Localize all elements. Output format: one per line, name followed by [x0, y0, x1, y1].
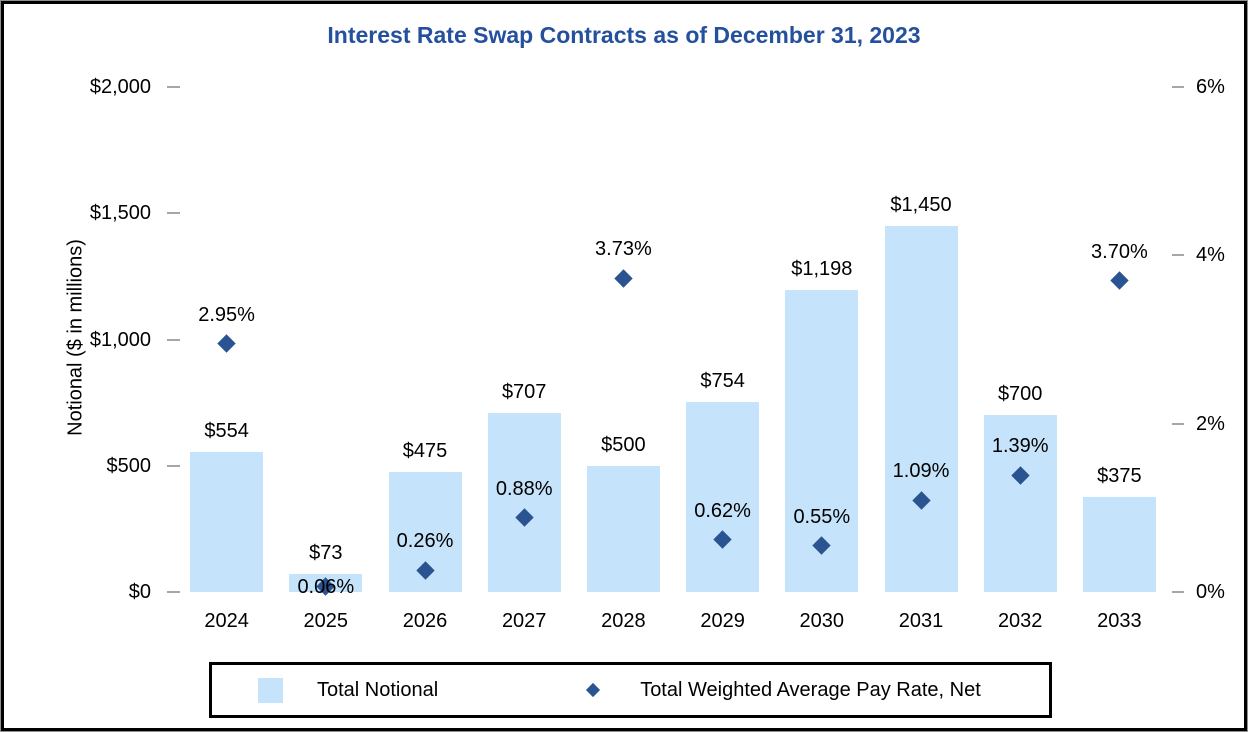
- left-axis-tick-label: $2,000: [89, 76, 151, 98]
- legend: Total Notional Total Weighted Average Pa…: [209, 662, 1052, 718]
- x-axis-label-2033: 2033: [1097, 610, 1142, 632]
- bar-label-2025: $73: [309, 541, 343, 564]
- x-axis-label-2028: 2028: [601, 610, 646, 632]
- x-axis-label-2026: 2026: [402, 610, 448, 632]
- left-axis-tick: [167, 464, 180, 467]
- legend-swatch-total-notional: [258, 677, 283, 703]
- x-axis-label-2027: 2027: [501, 610, 547, 632]
- bar-label-2031: $1,450: [890, 193, 952, 216]
- bar-label-2029: $754: [700, 369, 745, 392]
- bar-label-2024: $554: [204, 420, 249, 443]
- right-axis-tick: [1172, 86, 1184, 88]
- rate-label-2032: 1.39%: [991, 435, 1049, 457]
- x-axis-label-2030: 2030: [799, 610, 845, 632]
- bar-2024: [190, 452, 264, 592]
- chart-title: Interest Rate Swap Contracts as of Decem…: [327, 22, 921, 48]
- rate-label-2027: 0.88%: [495, 477, 553, 500]
- legend-label-pay-rate: Total Weighted Average Pay Rate, Net: [640, 678, 981, 701]
- left-axis-tick-label: $1,500: [89, 202, 151, 225]
- marker-2028: [614, 268, 633, 288]
- right-axis-tick: [1172, 254, 1184, 257]
- rate-label-2031: 1.09%: [892, 460, 950, 483]
- right-axis-tick-label: 0%: [1196, 581, 1225, 603]
- bar-2027: [487, 413, 561, 592]
- bar-label-2030: $1,198: [791, 257, 853, 280]
- bar-2031: [884, 225, 958, 592]
- left-axis-tick: [167, 591, 180, 593]
- right-axis-tick-label: 6%: [1196, 76, 1225, 98]
- bar-2029: [686, 401, 760, 592]
- rate-label-2026: 0.26%: [396, 530, 454, 553]
- rate-label-2029: 0.62%: [694, 499, 751, 522]
- bar-label-2026: $475: [402, 440, 448, 463]
- x-axis-label-2024: 2024: [204, 610, 249, 632]
- marker-2033: [1110, 271, 1129, 290]
- bar-2033: [1082, 497, 1156, 592]
- x-axis-label-2029: 2029: [700, 610, 745, 632]
- x-axis-label-2032: 2032: [997, 610, 1043, 632]
- left-axis-tick-label: $500: [106, 454, 152, 477]
- x-axis-label-2025: 2025: [303, 610, 349, 632]
- left-axis-tick: [167, 212, 180, 215]
- rate-label-2028: 3.73%: [595, 238, 652, 261]
- bar-label-2033: $375: [1097, 465, 1142, 488]
- right-axis-tick-label: 2%: [1196, 412, 1225, 435]
- right-axis-tick: [1172, 591, 1184, 593]
- bar-label-2028: $500: [601, 433, 646, 456]
- bar-2032: [983, 415, 1057, 592]
- rate-label-2033: 3.70%: [1091, 240, 1148, 263]
- right-axis-tick: [1172, 422, 1184, 425]
- left-axis-tick: [167, 338, 180, 341]
- rate-label-2030: 0.55%: [793, 505, 851, 528]
- left-axis-tick-label: $1,000: [89, 328, 151, 351]
- right-axis-tick-label: 4%: [1196, 244, 1225, 267]
- left-axis-tick-label: $0: [128, 581, 151, 603]
- legend-label-total-notional: Total Notional: [317, 678, 439, 701]
- legend-diamond-pay-rate: [586, 682, 601, 698]
- bar-label-2032: $700: [997, 383, 1043, 406]
- left-axis-tick: [167, 86, 180, 88]
- rate-label-2024: 2.95%: [198, 303, 255, 326]
- rate-label-2025: 0.06%: [297, 576, 355, 598]
- x-axis-label-2031: 2031: [898, 610, 944, 632]
- marker-2024: [217, 334, 236, 353]
- bar-label-2027: $707: [501, 381, 547, 404]
- bar-2028: [586, 465, 660, 592]
